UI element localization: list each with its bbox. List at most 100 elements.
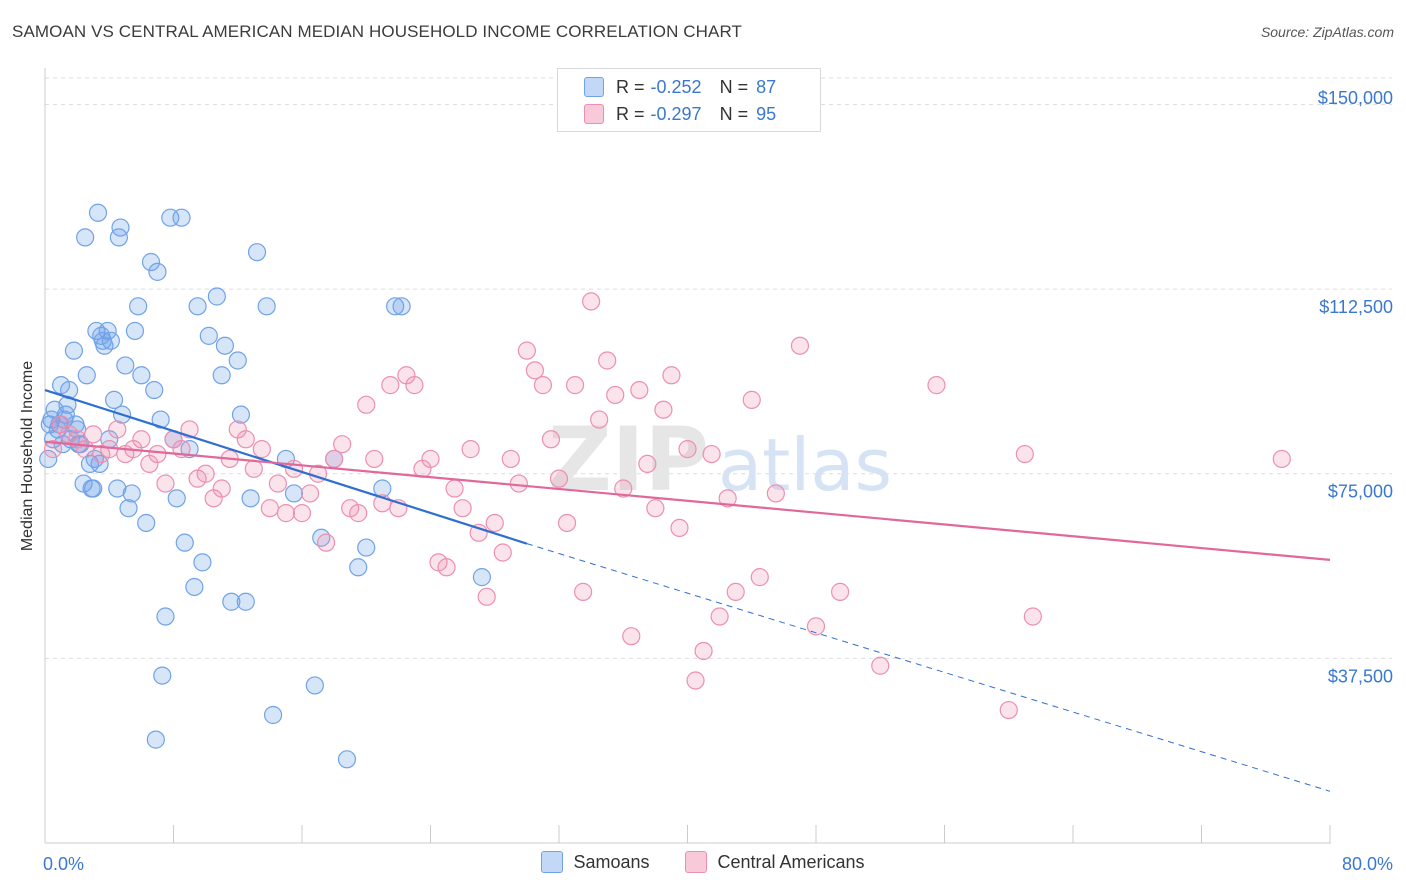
data-point xyxy=(122,484,141,503)
data-point xyxy=(188,297,207,316)
data-points xyxy=(39,203,1291,769)
data-point xyxy=(64,341,84,360)
data-point xyxy=(185,577,204,597)
watermark-atlas: atlas xyxy=(718,423,892,507)
data-point xyxy=(565,376,585,395)
samoans-swatch xyxy=(541,851,564,873)
data-point xyxy=(333,435,352,454)
data-point xyxy=(231,405,251,424)
data-point xyxy=(1272,449,1291,469)
n-label: N = xyxy=(719,103,749,124)
data-point xyxy=(77,366,96,385)
data-point xyxy=(718,489,737,508)
data-point xyxy=(108,420,127,439)
data-point xyxy=(300,484,320,503)
data-point xyxy=(207,287,226,306)
data-point xyxy=(252,440,271,459)
data-point xyxy=(76,228,95,247)
data-point xyxy=(108,479,127,498)
data-point xyxy=(244,459,263,478)
data-point xyxy=(582,292,601,311)
data-point xyxy=(241,489,260,508)
data-point xyxy=(806,617,826,636)
data-point xyxy=(726,582,745,601)
data-point xyxy=(137,513,156,533)
grid-lines xyxy=(45,77,1392,659)
watermark: ZIP atlas xyxy=(548,408,892,511)
data-point xyxy=(630,380,649,400)
data-point xyxy=(119,499,138,518)
data-point xyxy=(381,376,400,395)
data-point xyxy=(871,656,890,675)
data-point xyxy=(156,474,175,493)
data-point xyxy=(1023,607,1042,626)
data-point xyxy=(622,627,641,646)
r-label: R = xyxy=(616,76,645,97)
central-americans-swatch xyxy=(584,104,604,124)
data-point xyxy=(710,607,729,626)
n-value: 87 xyxy=(756,76,777,97)
data-point xyxy=(82,479,101,498)
data-point xyxy=(702,444,721,464)
stats-row-central-americans: R = -0.297 N = 95 xyxy=(584,102,776,126)
n-label: N = xyxy=(719,76,749,97)
data-point xyxy=(1015,444,1034,464)
data-point xyxy=(670,518,689,537)
x-tick-label: 80.0% xyxy=(1342,854,1393,874)
data-point xyxy=(614,479,633,498)
axes xyxy=(44,68,1331,844)
samoans-swatch xyxy=(584,77,604,97)
y-tick-label: $150,000 xyxy=(1318,88,1393,108)
data-point xyxy=(228,351,247,370)
data-point xyxy=(477,587,496,606)
data-point xyxy=(148,444,167,464)
y-tick-label: $37,500 xyxy=(1328,666,1393,686)
data-point xyxy=(927,376,946,395)
legend-item-central-americans[interactable]: Central Americans xyxy=(685,851,865,873)
data-point xyxy=(257,297,276,316)
data-point xyxy=(276,504,296,523)
data-point xyxy=(392,297,411,316)
data-point xyxy=(284,484,304,503)
data-point xyxy=(236,592,255,611)
data-point xyxy=(405,376,424,395)
data-point xyxy=(606,385,625,405)
n-value: 95 xyxy=(756,103,777,124)
data-point xyxy=(750,568,769,587)
x-tick-label: 0.0% xyxy=(43,854,84,874)
data-point xyxy=(509,474,528,493)
data-point xyxy=(686,671,705,690)
data-point xyxy=(247,243,267,262)
data-point xyxy=(43,440,63,459)
data-point xyxy=(678,440,697,459)
data-point xyxy=(212,479,231,498)
data-point xyxy=(525,361,545,380)
data-point xyxy=(88,203,108,222)
data-point xyxy=(305,676,324,695)
data-point xyxy=(236,430,255,449)
legend-item-samoans[interactable]: Samoans xyxy=(541,851,649,873)
data-point xyxy=(646,499,665,518)
data-point xyxy=(790,336,810,355)
data-point xyxy=(93,331,112,350)
data-point xyxy=(493,543,512,562)
trend-lines xyxy=(44,388,1331,792)
data-point xyxy=(172,208,191,227)
data-point xyxy=(146,730,165,749)
data-point xyxy=(215,336,234,355)
data-point xyxy=(445,479,464,498)
data-point xyxy=(453,499,472,518)
data-point xyxy=(153,666,172,685)
data-point xyxy=(167,489,186,508)
data-point xyxy=(541,430,561,449)
data-point xyxy=(316,533,336,552)
data-point xyxy=(386,297,405,316)
legend-label-samoans: Samoans xyxy=(573,851,650,872)
data-point xyxy=(263,705,283,725)
data-point xyxy=(349,558,368,577)
data-point xyxy=(742,390,761,409)
r-value: -0.252 xyxy=(650,76,702,97)
source-credit: Source: ZipAtlas.com xyxy=(1260,24,1394,40)
data-point xyxy=(365,449,384,469)
